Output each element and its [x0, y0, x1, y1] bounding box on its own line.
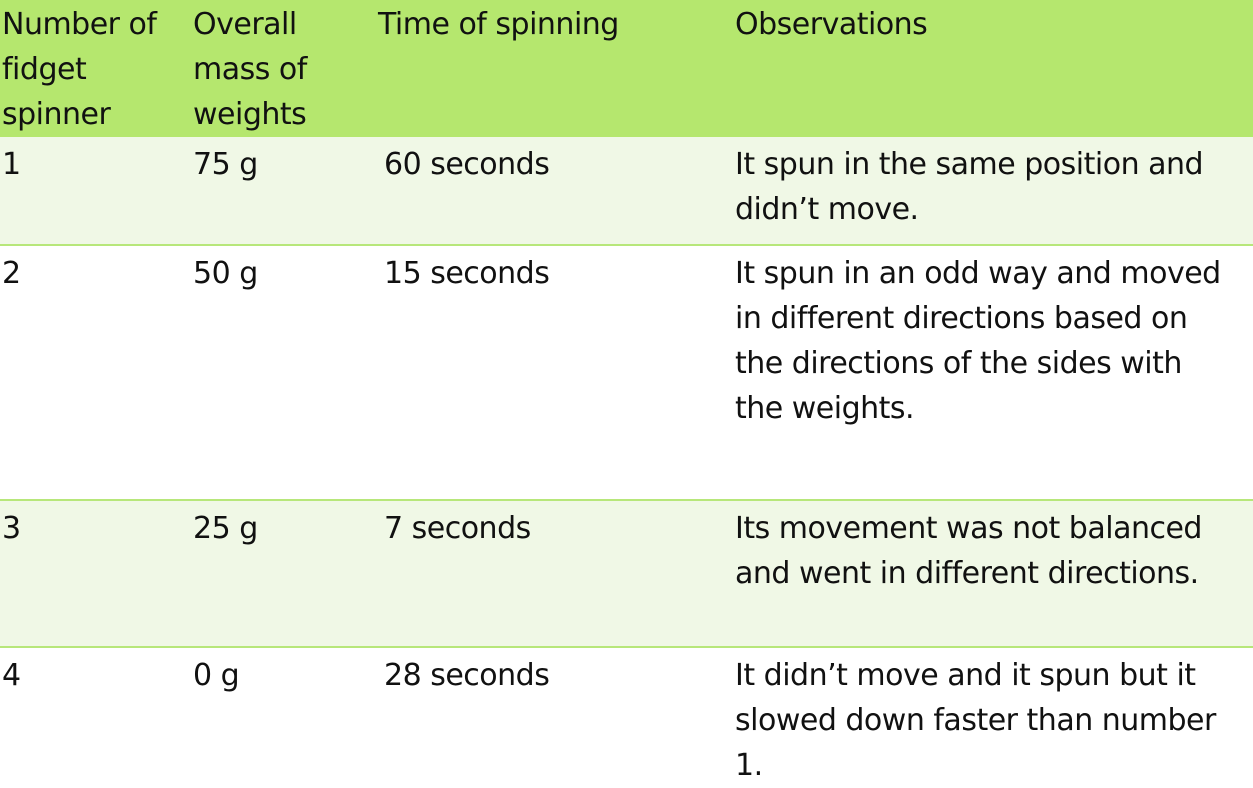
cell-number: 1: [2, 147, 21, 182]
table-row: 4 0 g 28 seconds It didn’t move and it s…: [0, 646, 1253, 787]
header-observations: Observations: [735, 7, 928, 42]
cell-observations: It spun in the same position and didn’t …: [735, 147, 1204, 227]
cell-number: 4: [2, 658, 21, 693]
header-number: Number of fidget spinner: [2, 7, 157, 132]
cell-number: 3: [2, 511, 21, 546]
cell-time: 15 seconds: [384, 256, 550, 291]
cell-observations: Its movement was not balanced and went i…: [735, 511, 1202, 591]
cell-mass: 50 g: [193, 256, 258, 291]
cell-observations: It spun in an odd way and moved in diffe…: [735, 256, 1221, 426]
cell-mass: 0 g: [193, 658, 240, 693]
cell-observations: It didn’t move and it spun but it slowed…: [735, 658, 1216, 783]
table-header-row: Number of fidget spinner Overall mass of…: [0, 0, 1253, 137]
cell-time: 7 seconds: [384, 511, 531, 546]
cell-time: 28 seconds: [384, 658, 550, 693]
table-row: 3 25 g 7 seconds Its movement was not ba…: [0, 499, 1253, 646]
header-mass: Overall mass of weights: [193, 7, 307, 132]
cell-mass: 75 g: [193, 147, 258, 182]
cell-number: 2: [2, 256, 21, 291]
table-row: 1 75 g 60 seconds It spun in the same po…: [0, 137, 1253, 244]
table-row: 2 50 g 15 seconds It spun in an odd way …: [0, 244, 1253, 499]
header-time: Time of spinning: [378, 7, 619, 42]
cell-time: 60 seconds: [384, 147, 550, 182]
cell-mass: 25 g: [193, 511, 258, 546]
